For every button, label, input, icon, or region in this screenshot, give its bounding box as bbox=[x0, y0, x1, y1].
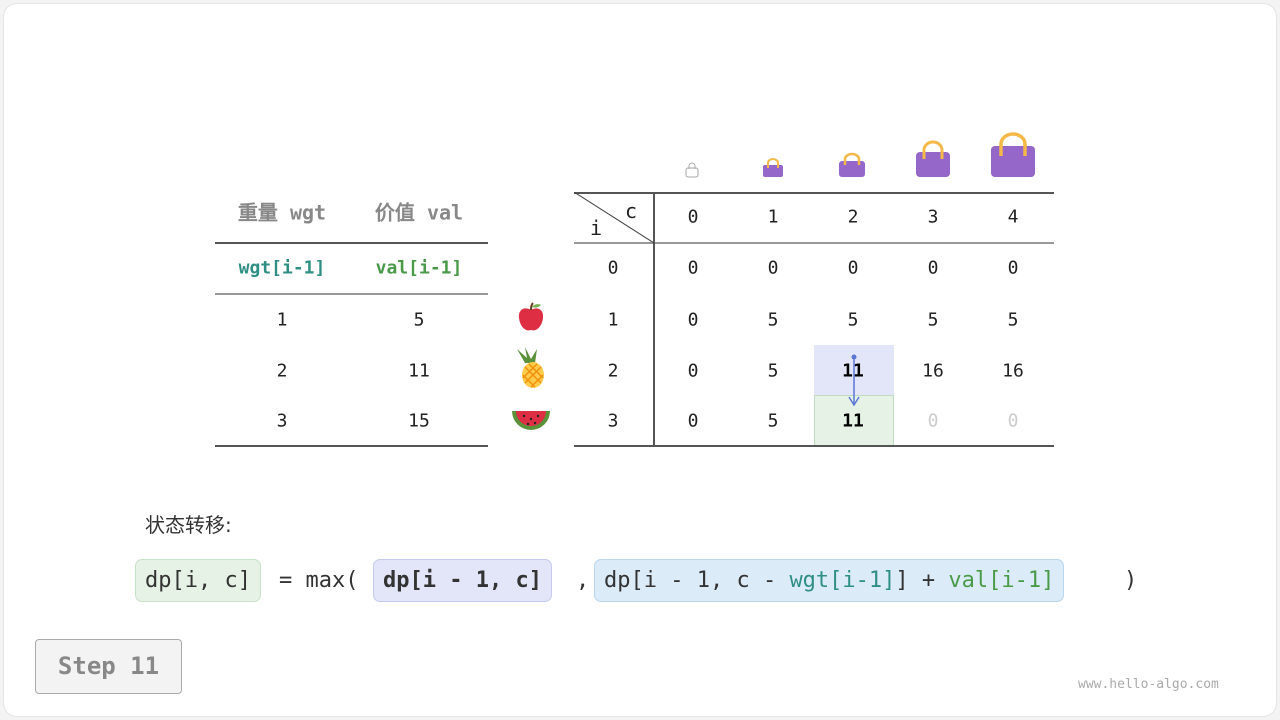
dp-cell: 16 bbox=[1002, 360, 1024, 382]
divider bbox=[215, 445, 488, 447]
bag-capacity-2-icon bbox=[839, 152, 865, 177]
dp-cell: 5 bbox=[1007, 309, 1019, 331]
row-header: 0 bbox=[607, 257, 619, 279]
step-button[interactable]: Step 11 bbox=[35, 639, 182, 694]
divider bbox=[215, 293, 488, 295]
row-header: 2 bbox=[607, 360, 619, 382]
dp-cell: 0 bbox=[927, 257, 939, 279]
transition-label: 状态转移: bbox=[145, 513, 232, 537]
bag-capacity-0-icon bbox=[685, 162, 699, 178]
col-header: 0 bbox=[687, 206, 699, 228]
subheader-wgt: wgt[i-1] bbox=[238, 257, 326, 279]
dp-cell: 11 bbox=[842, 410, 864, 432]
row-header: 3 bbox=[607, 410, 619, 432]
dp-cell: 16 bbox=[922, 360, 944, 382]
dp-cell: 5 bbox=[927, 309, 939, 331]
header-weight: 重量 wgt bbox=[237, 200, 327, 225]
wgt-cell: 1 bbox=[276, 309, 288, 331]
dp-cell: 0 bbox=[767, 257, 779, 279]
arg2-val: val[i-1] bbox=[948, 568, 1055, 593]
corner-c: c bbox=[624, 199, 638, 223]
max-text: = max( bbox=[279, 568, 359, 593]
apple-icon bbox=[518, 302, 544, 331]
col-header: 2 bbox=[847, 206, 859, 228]
corner-diagonal bbox=[574, 192, 654, 243]
slide-card bbox=[3, 3, 1277, 717]
dp-cell: 5 bbox=[767, 309, 779, 331]
dp-cell: 0 bbox=[847, 257, 859, 279]
comma-text: , bbox=[576, 568, 590, 593]
divider bbox=[215, 242, 488, 244]
bag-capacity-1-icon bbox=[763, 158, 783, 177]
divider bbox=[574, 445, 1054, 447]
pineapple-icon bbox=[517, 347, 544, 388]
arg2-mid: ] + bbox=[895, 568, 949, 593]
watermark: www.hello-algo.com bbox=[1078, 677, 1219, 692]
dp-cell: 0 bbox=[1007, 410, 1019, 432]
arg2-prefix: dp[i - 1, c - bbox=[604, 568, 790, 593]
divider bbox=[574, 192, 1054, 194]
dp-cell: 0 bbox=[687, 410, 699, 432]
wgt-cell: 3 bbox=[276, 410, 288, 432]
arg1-chip: dp[i - 1, c] bbox=[373, 559, 552, 602]
dp-cell: 5 bbox=[767, 410, 779, 432]
dp-cell: 0 bbox=[687, 309, 699, 331]
col-header: 1 bbox=[767, 206, 779, 228]
header-value: 价值 val bbox=[374, 200, 464, 225]
val-cell: 15 bbox=[408, 410, 430, 432]
val-cell: 11 bbox=[408, 360, 430, 382]
row-header: 1 bbox=[607, 309, 619, 331]
dp-cell: 0 bbox=[1007, 257, 1019, 279]
dp-cell: 0 bbox=[927, 410, 939, 432]
bag-capacity-3-icon bbox=[916, 140, 950, 177]
divider bbox=[653, 192, 655, 446]
dp-cell: 11 bbox=[842, 360, 864, 382]
watermelon-icon bbox=[512, 411, 550, 430]
dp-cell: 0 bbox=[687, 360, 699, 382]
col-header: 4 bbox=[1007, 206, 1019, 228]
dp-cell: 5 bbox=[767, 360, 779, 382]
lhs-chip: dp[i, c] bbox=[135, 559, 261, 602]
bag-capacity-4-icon bbox=[991, 132, 1035, 177]
arg2-wgt: wgt[i-1] bbox=[789, 568, 896, 593]
arg2-chip: dp[i - 1, c - wgt[i-1]] + val[i-1] bbox=[594, 559, 1065, 602]
corner-i: i bbox=[589, 216, 603, 240]
dp-cell: 0 bbox=[687, 257, 699, 279]
transition-arrow-icon bbox=[848, 354, 860, 407]
val-cell: 5 bbox=[413, 309, 425, 331]
subheader-val: val[i-1] bbox=[375, 257, 463, 279]
dp-cell: 5 bbox=[847, 309, 859, 331]
wgt-cell: 2 bbox=[276, 360, 288, 382]
col-header: 3 bbox=[927, 206, 939, 228]
divider bbox=[574, 242, 1054, 244]
close-paren: ) bbox=[1124, 568, 1138, 593]
